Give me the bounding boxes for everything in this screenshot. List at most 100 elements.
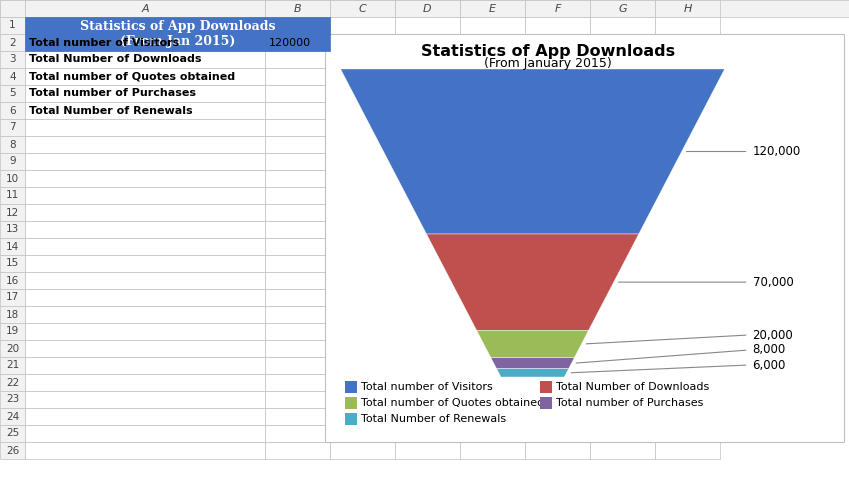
Text: 6: 6 bbox=[9, 105, 16, 115]
Bar bbox=[540, 397, 552, 409]
Bar bbox=[265, 391, 330, 408]
Bar bbox=[395, 391, 460, 408]
Bar bbox=[25, 221, 265, 238]
Text: Total number of Visitors: Total number of Visitors bbox=[29, 38, 179, 48]
Text: 20: 20 bbox=[6, 344, 19, 353]
Bar bbox=[460, 374, 525, 391]
Text: 25: 25 bbox=[6, 429, 20, 439]
Bar bbox=[395, 153, 460, 170]
Bar bbox=[330, 374, 395, 391]
Bar bbox=[590, 136, 655, 153]
Bar bbox=[330, 442, 395, 459]
Text: 10: 10 bbox=[6, 174, 19, 184]
Bar bbox=[265, 408, 330, 425]
Text: 14: 14 bbox=[6, 242, 20, 251]
Bar bbox=[265, 153, 330, 170]
Bar bbox=[525, 374, 590, 391]
Bar bbox=[330, 170, 395, 187]
Bar bbox=[25, 255, 265, 272]
Bar bbox=[590, 187, 655, 204]
Bar bbox=[265, 374, 330, 391]
Bar bbox=[265, 119, 330, 136]
Text: F: F bbox=[554, 3, 560, 13]
Bar bbox=[25, 204, 265, 221]
Bar bbox=[525, 170, 590, 187]
Bar bbox=[0, 357, 25, 374]
Bar bbox=[395, 374, 460, 391]
Text: Total Number of Downloads: Total Number of Downloads bbox=[29, 54, 201, 64]
Bar bbox=[0, 272, 25, 289]
Bar bbox=[25, 17, 265, 34]
Bar bbox=[325, 34, 844, 442]
Text: 7: 7 bbox=[9, 122, 16, 133]
Text: (From January 2015): (From January 2015) bbox=[484, 57, 612, 70]
Bar bbox=[265, 272, 330, 289]
Bar bbox=[0, 68, 25, 85]
Bar bbox=[330, 51, 395, 68]
Bar bbox=[25, 306, 265, 323]
Text: D: D bbox=[423, 3, 432, 13]
Bar bbox=[25, 238, 265, 255]
Bar bbox=[0, 119, 25, 136]
Text: 3: 3 bbox=[9, 54, 16, 64]
Text: Total number of Purchases: Total number of Purchases bbox=[29, 89, 196, 99]
Bar bbox=[265, 170, 330, 187]
Bar bbox=[590, 408, 655, 425]
Bar bbox=[590, 0, 655, 17]
Bar bbox=[395, 306, 460, 323]
Text: 12: 12 bbox=[6, 207, 20, 217]
Bar bbox=[655, 272, 720, 289]
Bar bbox=[655, 187, 720, 204]
Text: 4: 4 bbox=[9, 71, 16, 82]
Bar bbox=[25, 102, 265, 119]
Bar bbox=[655, 255, 720, 272]
Bar bbox=[525, 187, 590, 204]
Bar bbox=[525, 289, 590, 306]
Text: 1: 1 bbox=[9, 20, 16, 31]
Bar bbox=[25, 119, 265, 136]
Bar bbox=[330, 425, 395, 442]
Bar bbox=[330, 357, 395, 374]
Text: 9: 9 bbox=[9, 156, 16, 166]
Bar bbox=[525, 221, 590, 238]
Bar bbox=[460, 357, 525, 374]
Polygon shape bbox=[340, 69, 725, 234]
Bar bbox=[265, 357, 330, 374]
Bar bbox=[460, 0, 525, 17]
Bar bbox=[265, 221, 330, 238]
Bar bbox=[395, 187, 460, 204]
Text: 13: 13 bbox=[6, 225, 20, 235]
Bar bbox=[460, 425, 525, 442]
Text: G: G bbox=[618, 3, 627, 13]
Bar bbox=[655, 357, 720, 374]
Bar bbox=[590, 306, 655, 323]
Bar bbox=[265, 34, 330, 51]
Bar bbox=[525, 391, 590, 408]
Bar bbox=[330, 0, 395, 17]
Bar bbox=[590, 85, 655, 102]
Bar bbox=[590, 204, 655, 221]
Bar bbox=[460, 408, 525, 425]
Bar bbox=[395, 170, 460, 187]
Bar bbox=[590, 391, 655, 408]
Bar bbox=[345, 413, 357, 425]
Bar bbox=[460, 119, 525, 136]
Bar bbox=[345, 381, 357, 393]
Bar bbox=[395, 289, 460, 306]
Bar bbox=[655, 442, 720, 459]
Bar bbox=[25, 85, 265, 102]
Text: 8: 8 bbox=[9, 140, 16, 149]
Text: Statistics of App Downloads: Statistics of App Downloads bbox=[421, 44, 675, 59]
Bar bbox=[0, 323, 25, 340]
Bar bbox=[395, 357, 460, 374]
Bar bbox=[590, 68, 655, 85]
Bar bbox=[330, 34, 395, 51]
Bar bbox=[25, 136, 265, 153]
Bar bbox=[590, 374, 655, 391]
Bar bbox=[525, 102, 590, 119]
Bar bbox=[655, 238, 720, 255]
Text: 120000: 120000 bbox=[269, 38, 311, 48]
Bar bbox=[540, 381, 552, 393]
Text: A: A bbox=[141, 3, 149, 13]
Bar bbox=[265, 340, 330, 357]
